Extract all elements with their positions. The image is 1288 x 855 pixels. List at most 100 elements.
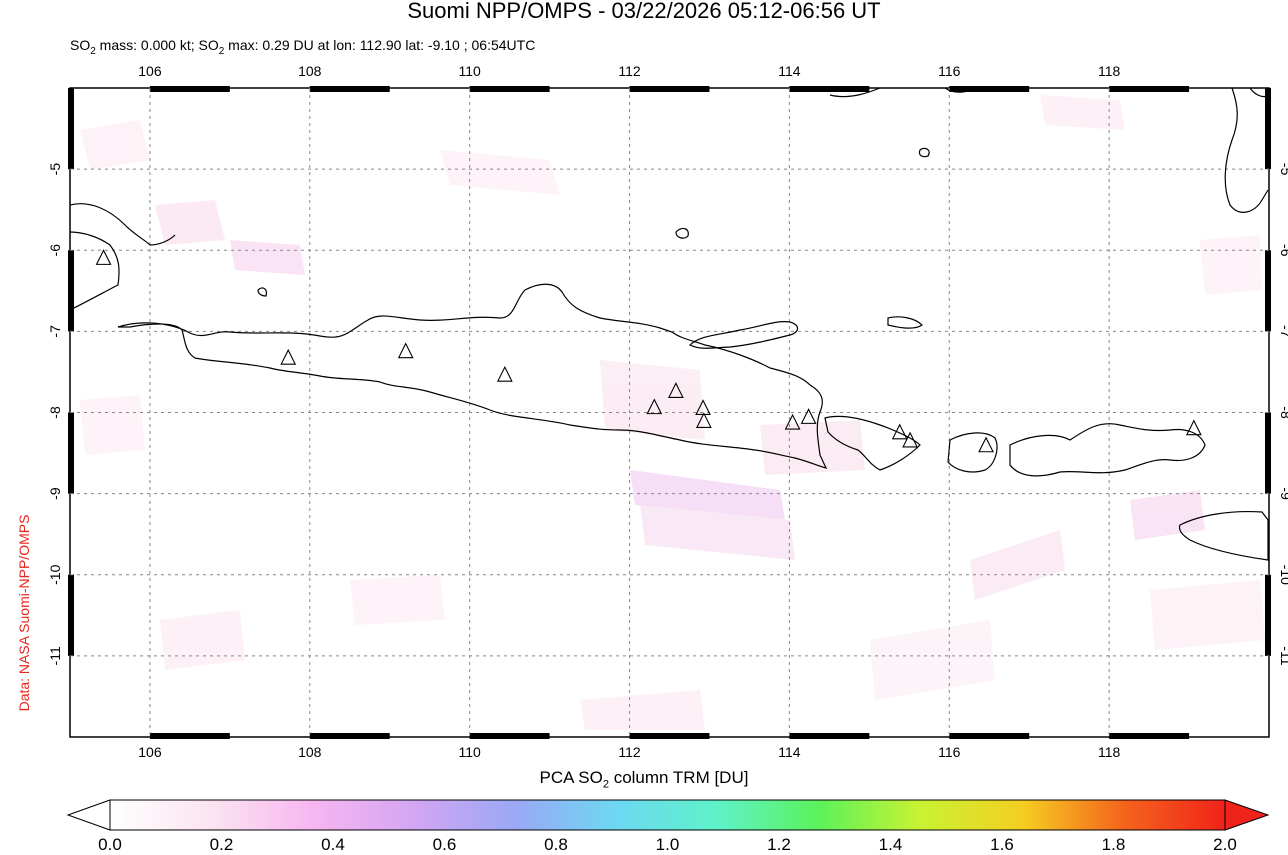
frame-segment [469,86,550,92]
colorbar-tick-label: 0.2 [209,835,234,854]
lon-tick-bottom: 108 [298,744,322,760]
map-title: Suomi NPP/OMPS - 03/22/2026 05:12-06:56 … [407,0,881,23]
colorbar-tick-label: 1.4 [878,835,903,854]
lon-tick-bottom: 106 [138,744,162,760]
colorbar-tick-label: 1.2 [767,835,791,854]
frame-segment [68,88,74,170]
lon-tick-top: 106 [138,63,162,79]
java-coast [117,283,828,469]
lat-tick-right: -10 [1278,565,1288,585]
frame-segment [1109,733,1190,739]
lat-tick-left: -10 [47,564,63,584]
triangle-icon [95,249,112,265]
lon-tick-top: 118 [1098,63,1121,79]
lon-tick-bottom: 114 [778,744,801,760]
so2-patches [80,95,1265,730]
colorbar-tick-label: 1.0 [655,835,680,854]
colorbar-tick-label: 0.6 [432,835,457,854]
triangle-icon [784,413,801,430]
frame-segment [629,733,710,739]
frame-segment [1265,574,1271,656]
borneo-coast [829,87,1269,213]
island-small-3 [918,147,930,158]
colorbar-tick-label: 0.4 [321,835,345,854]
colorbar-over-arrow [1224,799,1270,831]
frame-segment [949,733,1030,739]
lat-tick-right: -6 [1278,244,1288,257]
lon-tick-bottom: 112 [618,744,641,760]
triangle-icon [496,365,513,382]
madura-coast [688,321,799,349]
frame-segment [1265,88,1271,170]
sumbawa-coast [1009,423,1206,477]
lon-tick-top: 114 [778,63,801,79]
frame-ticks [68,86,1271,739]
sumba-coast [1178,511,1269,561]
lon-tick-bottom: 116 [938,744,961,760]
lat-tick-right: -8 [1278,406,1288,419]
frame-segment [789,86,870,92]
colorbar-tick-label: 0.0 [98,835,122,854]
colorbar-tick-label: 0.8 [544,835,568,854]
triangle-icon [668,382,684,398]
colorbar-under-arrow [66,799,111,831]
colorbar-tick-label: 1.8 [1101,835,1126,854]
lat-tick-right: -11 [1278,646,1288,665]
lon-tick-top: 108 [298,63,322,79]
lat-tick-right: -7 [1278,325,1288,338]
lon-tick-top: 110 [459,63,482,79]
coastlines [69,87,1269,561]
frame-segment [1265,250,1271,332]
lon-tick-top: 112 [618,63,641,79]
frame-segment [789,733,870,739]
lat-tick-left: -9 [47,487,63,500]
frame-segment [1265,412,1271,494]
lat-tick-left: -7 [47,325,63,338]
triangle-icon [902,431,918,448]
colorbar [66,799,1270,831]
lon-tick-top: 116 [938,63,961,79]
lat-tick-left: -6 [47,244,63,257]
frame-segment [1109,86,1190,92]
triangle-icon [280,348,297,365]
lon-tick-bottom: 110 [459,744,482,760]
lat-tick-left: -8 [47,406,63,419]
triangle-icon [800,408,817,424]
lombok-coast [947,432,998,473]
frame-segment [309,86,390,92]
island-small-2 [887,316,923,329]
lon-tick-bottom: 118 [1098,744,1121,760]
volcano-markers [95,249,1202,453]
frame-segment [68,412,74,494]
frame-segment [149,86,230,92]
colorbar-bar [109,799,1226,831]
frame-segment [469,733,550,739]
tick-labels: 106 106 108 108 110 110 112 112 114 114 116 116 118 1… [47,63,1288,760]
frame-segment [949,86,1030,92]
frame-segment [149,733,230,739]
lat-tick-right: -9 [1278,487,1288,500]
bawean-coast [675,227,689,239]
triangle-icon [397,342,414,359]
lat-tick-left: -11 [47,646,63,665]
map-subtitle: SO2 mass: 0.000 kt; SO2 max: 0.29 DU at … [70,37,536,57]
frame-segment [629,86,710,92]
island-small-1 [257,287,267,297]
frame-segment [68,250,74,332]
frame-segment [68,574,74,656]
triangle-icon [695,412,712,428]
triangle-icon [978,436,994,453]
frame-segment [309,733,390,739]
triangle-icon [1185,419,1202,436]
colorbar-tick-label: 1.6 [990,835,1014,854]
triangle-icon [891,423,908,440]
bali-coast [824,415,921,471]
lat-tick-left: -5 [47,163,63,176]
sumatra-coast [69,203,176,311]
lat-tick-right: -5 [1278,163,1288,176]
colorbar-tick-label: 2.0 [1213,835,1237,854]
triangle-icon [646,398,663,415]
colorbar-title: PCA SO2 column TRM [DU] [539,768,749,791]
graticule [70,88,1269,737]
